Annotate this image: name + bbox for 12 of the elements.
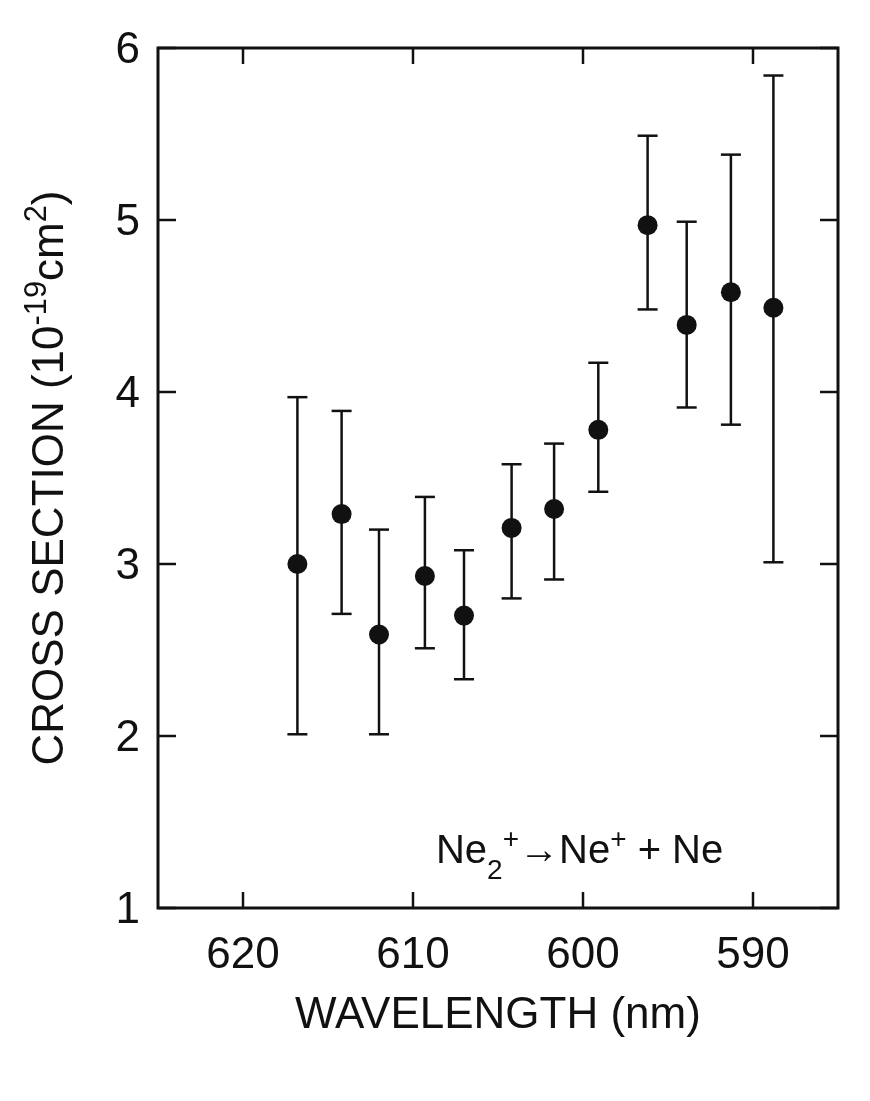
annotation: Ne$_{2}$$^{+}$→Ne$^{+}$ + Ne bbox=[435, 822, 724, 885]
x-axis-title: WAVELENGTH (nm) bbox=[295, 988, 701, 1037]
y-tick-label: 4 bbox=[115, 367, 140, 417]
y-tick-label: 1 bbox=[115, 883, 140, 933]
y-tick-label: 5 bbox=[115, 195, 140, 245]
x-tick-label: 610 bbox=[376, 928, 450, 977]
x-tick-label: 620 bbox=[206, 928, 280, 977]
y-tick-label: 6 bbox=[115, 23, 140, 73]
y-tick-label: 2 bbox=[115, 711, 140, 761]
x-tick-label: 600 bbox=[546, 928, 620, 977]
x-tick-label: 590 bbox=[716, 928, 790, 977]
y-tick-label: 3 bbox=[115, 539, 140, 589]
